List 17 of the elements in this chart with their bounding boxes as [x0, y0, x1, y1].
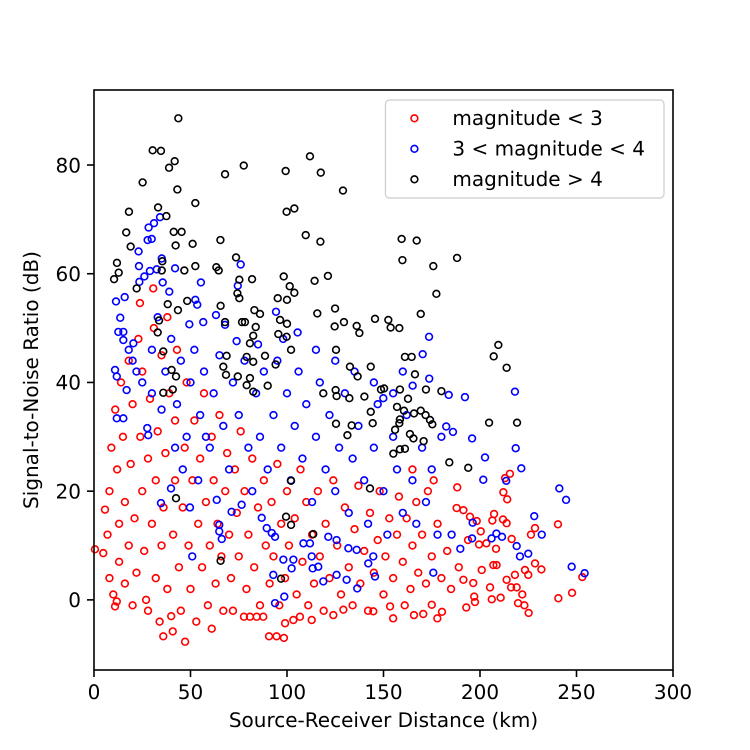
y-tick-label: 80	[56, 153, 81, 178]
x-axis-title: Source-Receiver Distance (km)	[228, 708, 538, 732]
x-tick-label: 100	[268, 680, 306, 704]
x-tick-label: 150	[364, 680, 403, 704]
legend-label: magnitude > 4	[452, 167, 603, 192]
x-tick-label: 300	[654, 680, 692, 704]
y-tick-label: 20	[56, 479, 81, 504]
x-tick-label: 250	[557, 680, 596, 704]
y-tick-label: 60	[56, 262, 81, 286]
x-tick-label: 0	[88, 680, 100, 704]
y-tick-label: 0	[68, 588, 81, 612]
x-tick-label: 200	[460, 680, 500, 704]
y-axis-title: Signal-to-Noise Ratio (dB)	[19, 251, 43, 509]
legend-label: magnitude < 3	[452, 106, 603, 130]
y-tick-label: 40	[56, 370, 81, 395]
x-tick-label: 50	[178, 680, 204, 704]
legend-label: 3 < magnitude < 4	[452, 136, 645, 161]
